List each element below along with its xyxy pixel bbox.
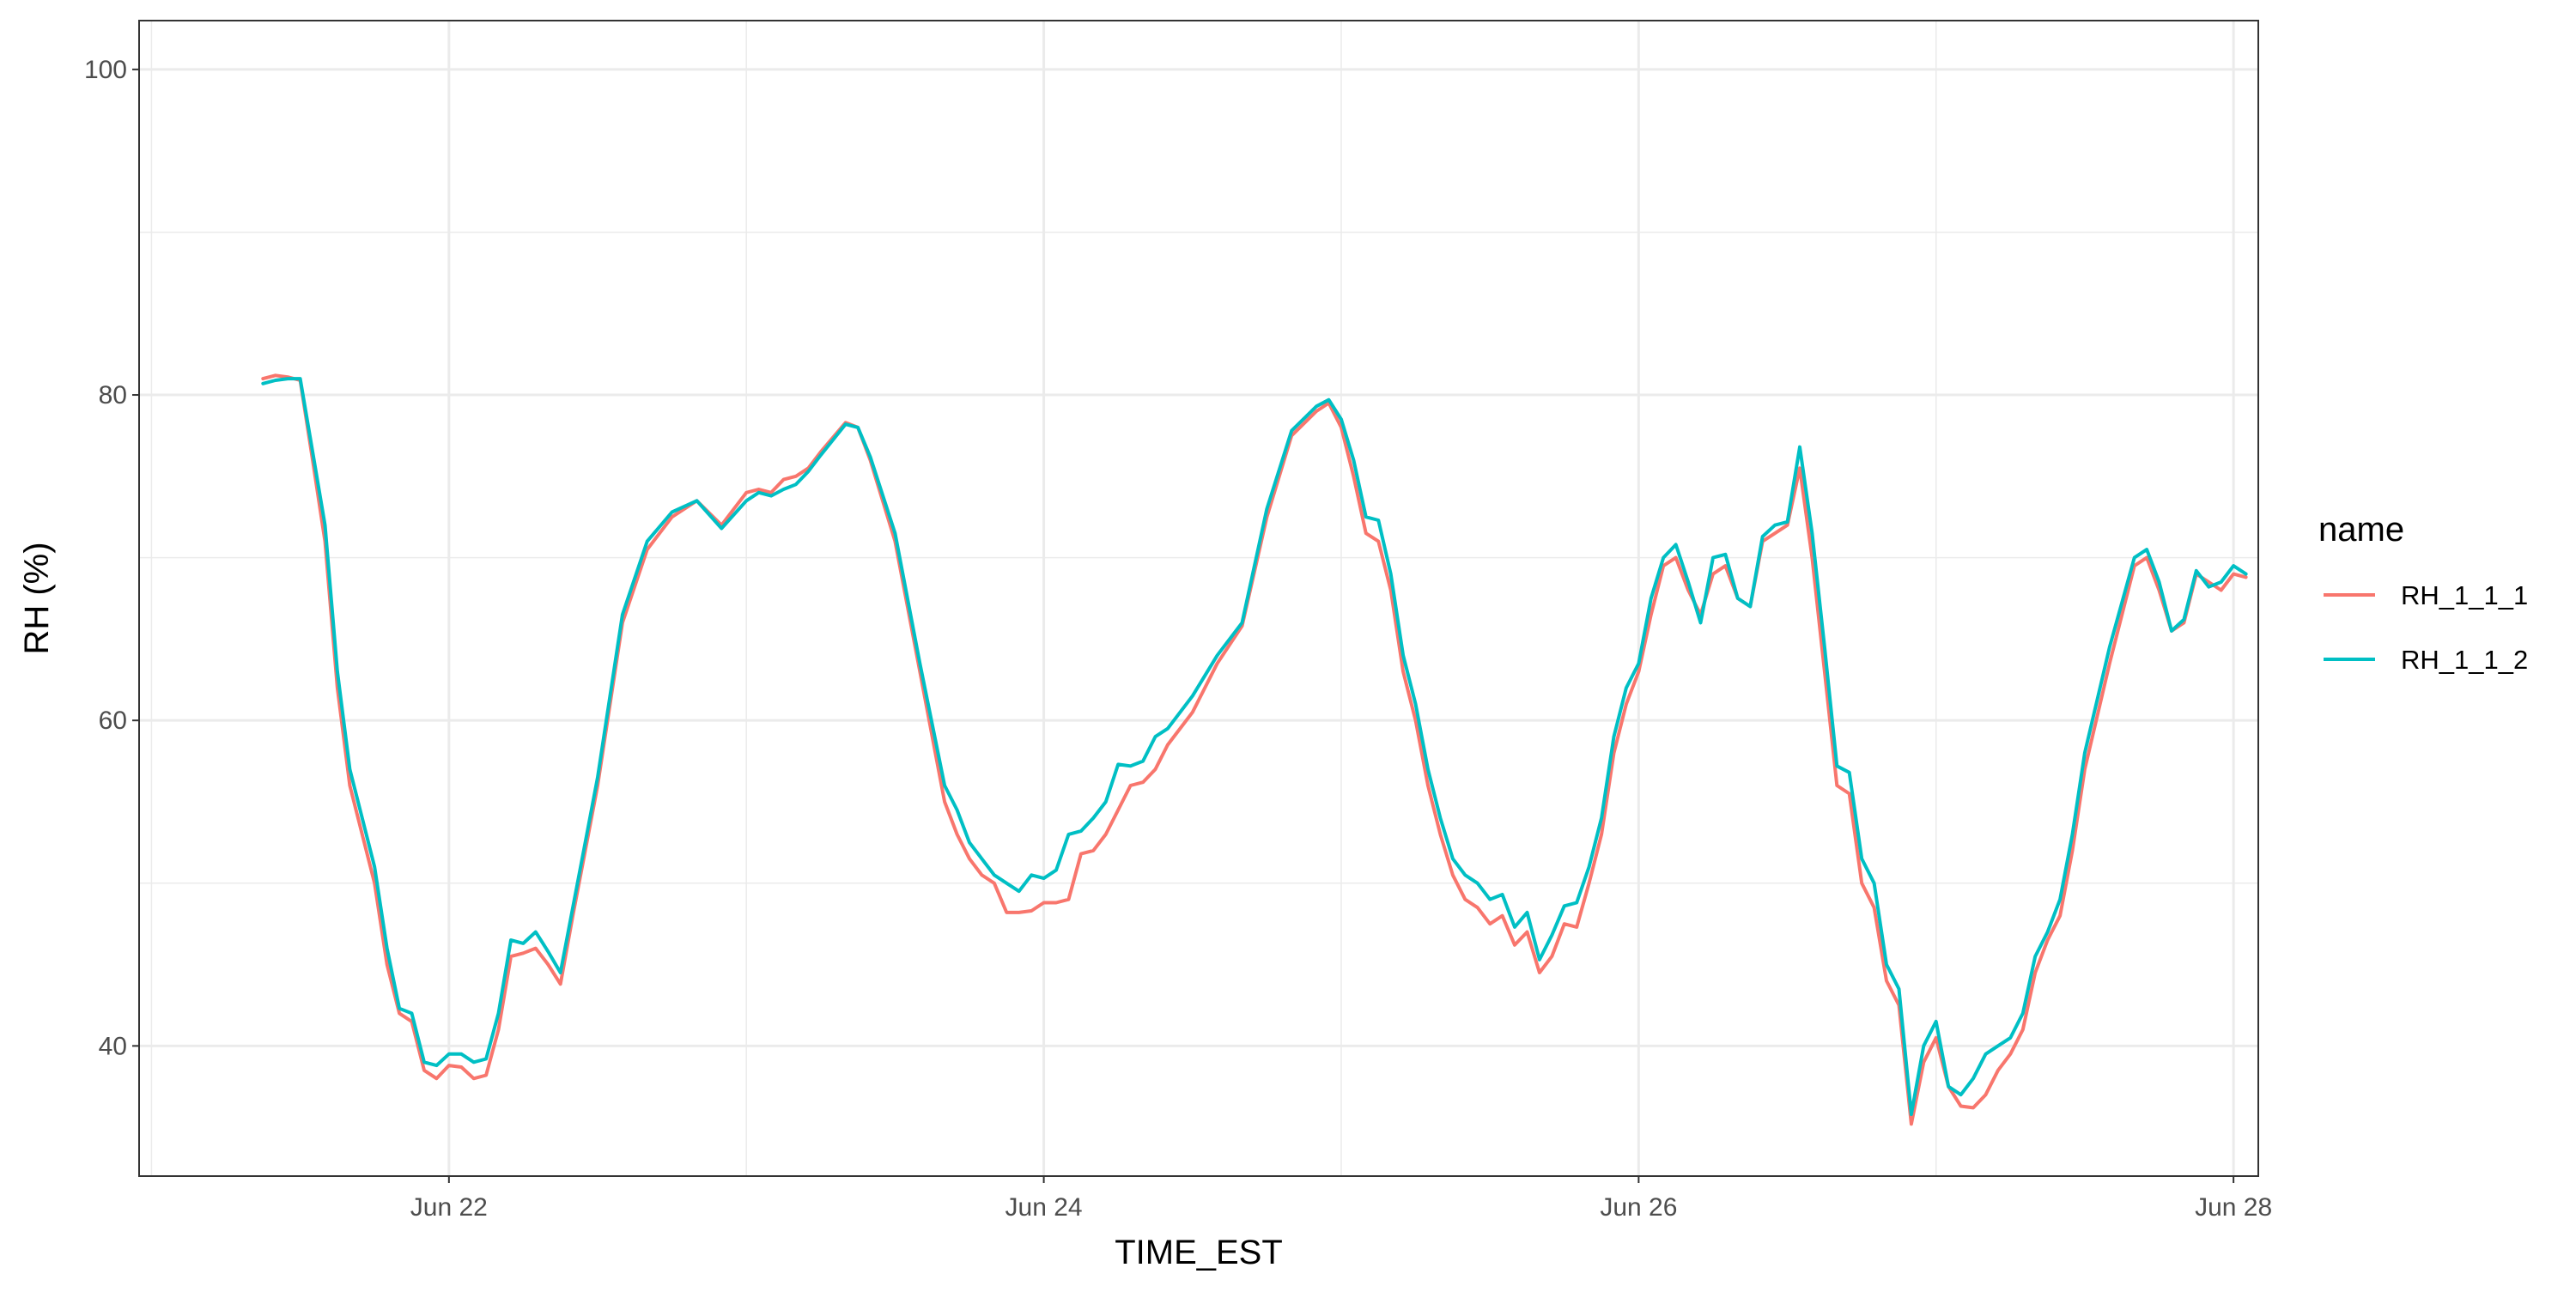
- legend-title: name: [2318, 511, 2404, 549]
- y-tick-label: 100: [84, 56, 127, 84]
- grid: [139, 21, 2258, 1176]
- series-line-rh-1-1-1: [261, 373, 2248, 1126]
- y-axis-title: RH (%): [18, 542, 56, 654]
- x-tick-label: Jun 26: [1600, 1193, 1677, 1222]
- x-tick-label: Jun 22: [410, 1193, 488, 1222]
- legend-label-rh-1-1-2: RH_1_1_2: [2401, 645, 2528, 675]
- y-tick-label: 60: [99, 707, 127, 735]
- legend-label-rh-1-1-1: RH_1_1_1: [2401, 580, 2528, 610]
- y-tick-label: 80: [99, 381, 127, 409]
- y-tick-label: 40: [99, 1032, 127, 1060]
- series-lines: [261, 373, 2248, 1126]
- axis-ticks: 40 60 80 100 Jun 22 Jun 24 Jun 26 Jun 28: [84, 56, 2272, 1222]
- legend: name RH_1_1_1 RH_1_1_2: [2318, 511, 2528, 675]
- x-tick-label: Jun 24: [1005, 1193, 1083, 1222]
- plot-border: [138, 20, 2259, 1177]
- x-tick-label: Jun 28: [2195, 1193, 2272, 1222]
- series-line-rh-1-1-2: [261, 377, 2248, 1116]
- x-axis-title: TIME_EST: [1115, 1234, 1283, 1271]
